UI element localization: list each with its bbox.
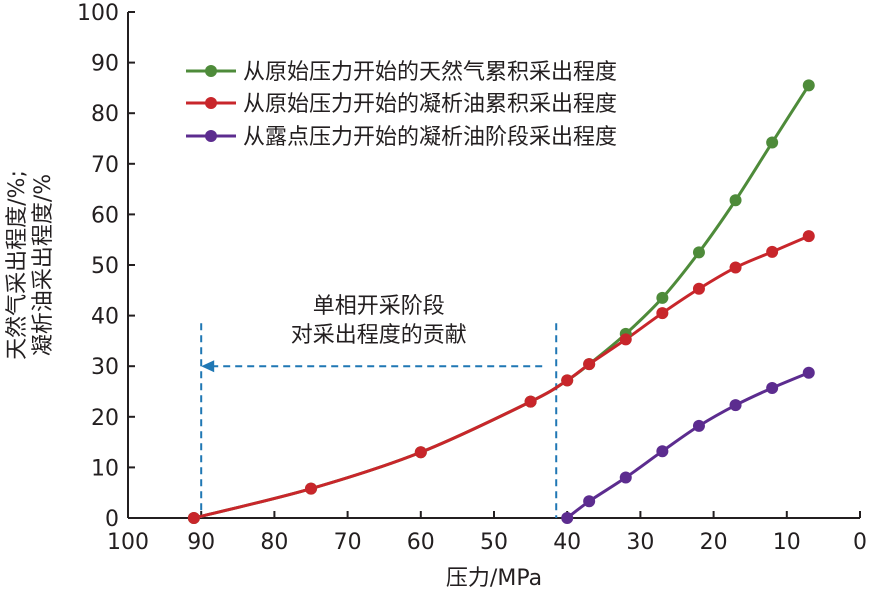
y-tick-label: 30 (91, 355, 119, 380)
series-gas-cumulative-point (656, 291, 669, 304)
x-tick-label: 20 (700, 530, 728, 555)
series-oil-cumulative-point (729, 261, 742, 274)
x-tick-label: 90 (187, 530, 215, 555)
series-oil-cumulative-point (305, 482, 317, 495)
series-oil-cumulative-point (187, 512, 200, 524)
y-tick-label: 90 (91, 52, 119, 77)
legend: 从原始压力开始的天然气累积采出程度 从原始压力开始的凝析油累积采出程度 从露点压… (186, 60, 617, 150)
series-gas-cumulative-point (766, 136, 779, 149)
series-oil-cumulative-point (656, 307, 669, 320)
series-oil-stage-point (692, 419, 705, 432)
legend-label-oil-cumulative: 从原始压力开始的凝析油累积采出程度 (243, 92, 617, 117)
x-tick-label: 30 (626, 530, 654, 555)
series-gas-cumulative-line (193, 84, 811, 520)
y-tick-label: 100 (77, 1, 119, 26)
y-tick-label: 60 (91, 203, 119, 228)
legend-marker-gas (205, 65, 217, 77)
series-oil-stage-point (561, 512, 574, 524)
series-layer (187, 79, 815, 524)
y-tick-label: 10 (91, 456, 119, 481)
series-oil-cumulative-point (583, 358, 596, 371)
series-oil-cumulative-point (766, 245, 779, 258)
y-axis-title-line1: 天然气采出程度/%; (5, 170, 30, 360)
x-axis-title: 压力/MPa (446, 566, 542, 591)
series-oil-cumulative-point (524, 395, 537, 408)
legend-item-gas: 从原始压力开始的天然气累积采出程度 (186, 60, 617, 85)
x-tick-label: 80 (260, 530, 288, 555)
series-oil-stage-point (619, 471, 632, 484)
series-gas-cumulative-point (692, 246, 705, 259)
legend-label-oil-stage: 从露点压力开始的凝析油阶段采出程度 (243, 125, 617, 150)
series-oil-stage-point (583, 495, 596, 508)
series-oil-cumulative-line (193, 234, 810, 520)
y-axis-title-line2: 凝析油采出程度/% (31, 174, 56, 356)
axes-layer: 100 90 80 70 60 50 40 30 20 10 0 01020304050607080… (77, 1, 867, 555)
x-tick-label: 10 (773, 530, 801, 555)
series-oil-cumulative-point (692, 282, 705, 295)
series-oil-stage-point (766, 381, 779, 394)
y-tick-label: 70 (91, 153, 119, 178)
y-tick-label: 50 (91, 254, 119, 279)
legend-marker-oil-stage (205, 130, 217, 142)
legend-marker-oil-cumulative (205, 97, 217, 109)
x-tick-label: 0 (853, 530, 867, 555)
annotation-text-line1: 单相开采阶段 (313, 294, 445, 319)
legend-label-gas: 从原始压力开始的天然气累积采出程度 (243, 60, 617, 85)
y-tick-label: 20 (91, 406, 119, 431)
legend-item-oil-stage: 从露点压力开始的凝析油阶段采出程度 (186, 125, 617, 150)
series-oil-stage-line (566, 371, 810, 520)
single-phase-annotation: 单相开采阶段 对采出程度的贡献 (200, 294, 558, 518)
series-oil-cumulative-point (561, 374, 574, 387)
annotation-text-line2: 对采出程度的贡献 (291, 323, 467, 348)
x-ticks: 100 90 80 70 60 50 40 30 20 10 0 (107, 511, 867, 555)
series-oil-cumulative-point (802, 230, 815, 243)
series-gas-cumulative-point (729, 194, 742, 207)
y-tick-label: 40 (91, 305, 119, 330)
series-oil-stage-point (802, 366, 815, 379)
series-oil-stage-point (656, 445, 669, 458)
y-tick-label: 0 (105, 507, 119, 532)
series-gas-cumulative-point (802, 79, 815, 92)
x-tick-label: 60 (407, 530, 435, 555)
x-tick-label: 40 (553, 530, 581, 555)
x-tick-label: 70 (334, 530, 362, 555)
x-tick-label: 100 (107, 530, 149, 555)
series-oil-cumulative-point (414, 446, 427, 459)
x-tick-label: 50 (480, 530, 508, 555)
series-oil-stage-point (729, 399, 742, 412)
legend-item-oil-cumulative: 从原始压力开始的凝析油累积采出程度 (186, 92, 617, 117)
y-tick-label: 80 (91, 102, 119, 127)
annotation-arrowhead (201, 360, 215, 373)
y-ticks: 0 10 20 30 40 50 60 70 80 90 100 (77, 1, 135, 532)
series-oil-cumulative-point (619, 333, 632, 346)
